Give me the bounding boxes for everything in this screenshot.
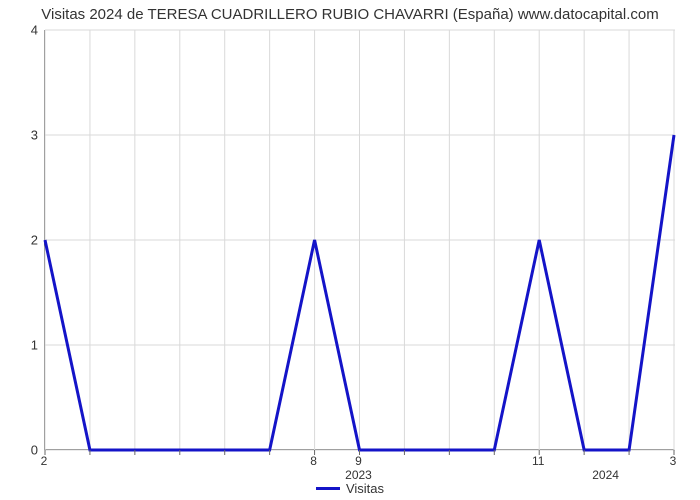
chart-container: Visitas 2024 de TERESA CUADRILLERO RUBIO… <box>0 0 700 500</box>
xtick-label: 8 <box>310 454 317 468</box>
ytick-label: 2 <box>31 233 38 248</box>
ytick-label: 4 <box>31 23 38 38</box>
legend-label: Visitas <box>346 481 384 496</box>
grid-layer <box>45 30 675 450</box>
ytick-label: 1 <box>31 338 38 353</box>
xtick-label: 11 <box>532 454 544 468</box>
legend-swatch <box>316 487 340 490</box>
ytick-label: 3 <box>31 128 38 143</box>
ytick-label: 0 <box>31 443 38 458</box>
xtick-label: 9 <box>355 454 362 468</box>
plot-svg <box>45 30 674 449</box>
xtick-label: 3 <box>670 454 677 468</box>
legend: Visitas <box>0 480 700 496</box>
chart-title: Visitas 2024 de TERESA CUADRILLERO RUBIO… <box>0 6 700 23</box>
xtick-label: 2 <box>41 454 48 468</box>
plot-area <box>44 30 674 450</box>
